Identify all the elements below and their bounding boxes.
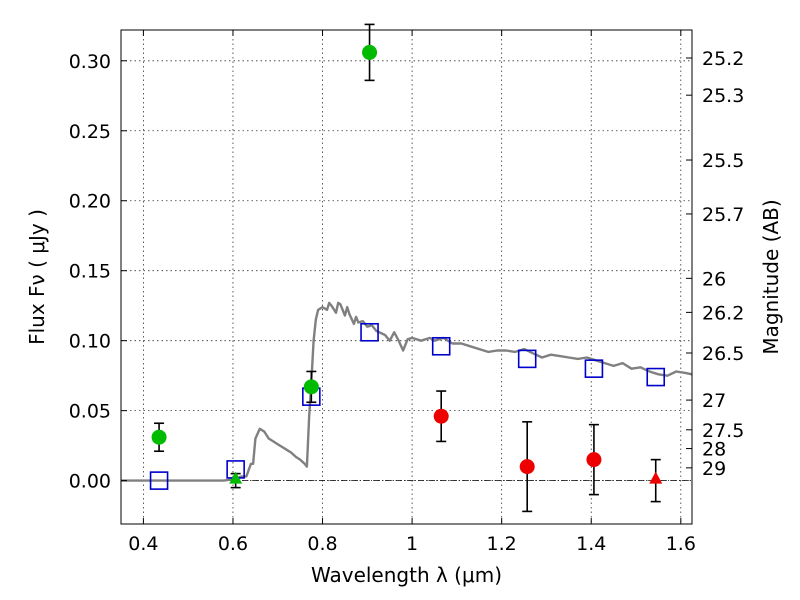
model-spectrum-line (121, 301, 693, 482)
model-bandpass-square (360, 322, 379, 342)
model-bandpass-square (646, 367, 666, 387)
grid-layer (121, 30, 692, 524)
green-data-point (303, 379, 319, 395)
mag-tick-label: 27.5 (702, 420, 744, 442)
mag-tick-label: 26.5 (702, 343, 744, 365)
y-tick-label: 0.10 (69, 331, 111, 353)
x-axis-title: Wavelength λ (μm) (311, 563, 502, 587)
green-upper-limit-triangle (229, 471, 243, 484)
x-tick-label: 1 (406, 533, 418, 555)
red-upper-limit-triangle (649, 471, 663, 484)
x-tick-label: 0.6 (218, 533, 248, 555)
mag-tick-label: 29 (702, 458, 726, 480)
plot-frame (120, 29, 693, 525)
y-tick-label: 0.30 (69, 51, 111, 73)
mag-tick-label: 25.7 (702, 204, 744, 226)
x-tick-label: 1.2 (487, 533, 517, 555)
x-tick-label: 0.4 (128, 533, 158, 555)
y-tick-label: 0.25 (69, 121, 111, 143)
green-data-point (151, 429, 167, 445)
model-bandpass-square (149, 471, 169, 490)
mag-tick-label: 25.5 (702, 150, 744, 172)
red-data-point (586, 452, 602, 468)
model-bandpass-square (584, 359, 604, 378)
y-tick-label: 0.05 (69, 401, 111, 423)
mag-tick-label: 25.3 (702, 85, 744, 107)
plot-area (121, 23, 693, 513)
tick-layer: 0.4 0.6 0.8 1 1.2 1.4 1.6 0.00 0.05 0.10 0.15 0.20 0… (69, 30, 744, 555)
red-data-point (433, 408, 449, 424)
x-tick-label: 0.8 (307, 533, 337, 555)
x-tick-label: 1.4 (576, 533, 606, 555)
mag-tick-label: 26 (702, 268, 726, 290)
y-tick-label: 0.20 (69, 191, 111, 213)
y2-axis-title: Magnitude (AB) (759, 199, 783, 354)
green-data-point (362, 44, 378, 60)
y-tick-label: 0.00 (69, 471, 111, 493)
model-bandpass-square (517, 349, 537, 369)
y-tick-label: 0.15 (69, 261, 111, 283)
mag-tick-label: 26.2 (702, 302, 744, 324)
mag-tick-label: 28 (702, 439, 726, 461)
model-bandpass-square (431, 336, 451, 356)
x-tick-label: 1.6 (666, 533, 696, 555)
y-axis-title: Flux Fν ( μJy ) (25, 209, 49, 345)
mag-tick-label: 27 (702, 390, 726, 412)
mag-tick-label: 25.2 (702, 48, 744, 70)
red-data-point (519, 459, 535, 475)
